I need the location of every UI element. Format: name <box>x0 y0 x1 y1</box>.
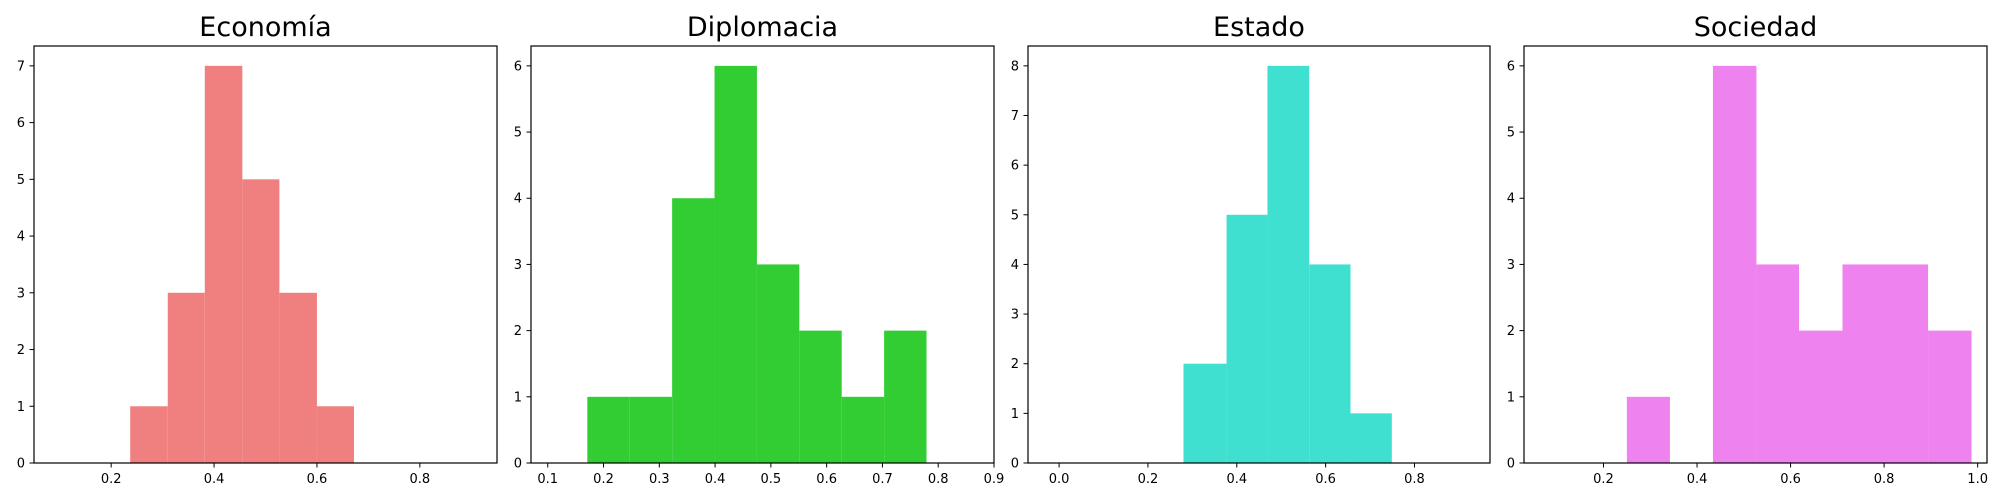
y-tick-label: 2 <box>17 343 25 358</box>
x-tick-label: 0.0 <box>1049 472 1070 487</box>
histogram-bar <box>1226 214 1268 463</box>
y-tick-label: 0 <box>1507 457 1515 472</box>
y-tick-label: 6 <box>514 59 522 74</box>
x-tick-label: 1.0 <box>1967 472 1988 487</box>
x-tick-label: 0.2 <box>1138 472 1159 487</box>
x-tick-label: 0.8 <box>1874 472 1895 487</box>
histogram-bar <box>1267 65 1310 463</box>
histogram-bar <box>242 179 280 463</box>
x-tick-label: 0.2 <box>1593 472 1614 487</box>
y-tick-label: 4 <box>514 192 522 207</box>
histogram-bar <box>1626 396 1670 463</box>
x-tick-label: 0.9 <box>984 472 1005 487</box>
histogram-bar <box>1885 264 1929 463</box>
y-tick-label: 0 <box>17 457 25 472</box>
histogram-bar <box>714 65 757 463</box>
histogram-bar <box>756 264 800 463</box>
y-tick-label: 3 <box>1011 308 1019 323</box>
y-tick-label: 7 <box>1011 109 1019 124</box>
x-tick-label: 0.7 <box>872 472 893 487</box>
histogram-bar <box>167 292 205 463</box>
y-tick-label: 2 <box>514 324 522 339</box>
histogram-bar <box>587 396 630 463</box>
x-tick-label: 0.5 <box>761 472 782 487</box>
y-tick-label: 1 <box>1507 390 1515 405</box>
histogram-panel-1: 0 1 2 3 4 5 6 7 0.2 0.4 0.6 0.8 Economía <box>17 12 498 487</box>
y-tick-label: 4 <box>1011 258 1019 273</box>
y-tick-label: 4 <box>17 230 25 245</box>
histogram-bar <box>672 198 715 463</box>
x-tick-label: 0.4 <box>705 472 726 487</box>
axes-frame <box>530 45 995 464</box>
y-tick-label: 2 <box>1011 357 1019 372</box>
x-tick-label: 0.6 <box>307 472 328 487</box>
y-tick-label: 1 <box>514 390 522 405</box>
histogram-bar <box>279 292 317 463</box>
x-tick-label: 0.8 <box>928 472 949 487</box>
histogram-bar <box>204 65 243 463</box>
y-tick-label: 3 <box>514 258 522 273</box>
axes-frame <box>33 45 498 464</box>
y-tick-label: 6 <box>1507 59 1515 74</box>
y-tick-label: 3 <box>17 286 25 301</box>
x-tick-label: 0.2 <box>101 472 122 487</box>
y-tick-label: 5 <box>1507 126 1515 141</box>
chart-title: Economía <box>199 12 331 43</box>
x-tick-label: 0.6 <box>1315 472 1336 487</box>
y-tick-label: 6 <box>17 116 25 131</box>
histogram-bar <box>884 330 927 463</box>
x-tick-label: 0.8 <box>409 472 430 487</box>
histogram-bar <box>629 396 673 463</box>
y-tick-label: 7 <box>17 59 25 74</box>
histogram-panel-4: 0 1 2 3 4 5 6 0.2 0.4 0.6 0.8 1.0 Sociedad <box>1507 12 1988 487</box>
histogram-bar <box>1712 65 1757 463</box>
y-tick-label: 0 <box>514 457 522 472</box>
histogram-bar <box>799 330 842 463</box>
y-tick-label: 5 <box>17 173 25 188</box>
histogram-bar <box>1350 413 1392 463</box>
y-tick-label: 1 <box>1011 407 1019 422</box>
x-tick-label: 0.4 <box>1226 472 1247 487</box>
x-tick-label: 0.4 <box>204 472 225 487</box>
y-tick-label: 2 <box>1507 324 1515 339</box>
x-tick-label: 0.3 <box>649 472 670 487</box>
y-tick-label: 4 <box>1507 192 1515 207</box>
x-tick-label: 0.6 <box>1780 472 1801 487</box>
histogram-bar <box>1183 363 1227 463</box>
histogram-bar <box>1798 330 1843 463</box>
chart-title: Diplomacia <box>687 12 838 43</box>
axes-frame <box>1027 45 1491 464</box>
y-tick-label: 8 <box>1011 59 1019 74</box>
histogram-bar <box>1309 264 1351 463</box>
chart-title: Estado <box>1213 12 1305 43</box>
x-tick-label: 0.8 <box>1404 472 1425 487</box>
histogram-bar <box>316 406 354 463</box>
x-tick-label: 0.2 <box>593 472 614 487</box>
y-tick-label: 6 <box>1011 159 1019 174</box>
y-tick-label: 0 <box>1011 457 1019 472</box>
histogram-panel-2: 0 1 2 3 4 5 6 0.1 0.2 0.3 0.4 0.5 0.6 0.7 0.8 0.9 Diplom… <box>514 12 1005 487</box>
x-tick-label: 0.4 <box>1687 472 1708 487</box>
histogram-bar <box>841 396 885 463</box>
y-tick-label: 3 <box>1507 258 1515 273</box>
x-tick-label: 0.1 <box>537 472 558 487</box>
histogram-bar <box>1928 330 1972 463</box>
histogram-bar <box>130 406 168 463</box>
x-tick-label: 0.6 <box>816 472 837 487</box>
histogram-panel-3: 0 1 2 3 4 5 6 7 8 0.0 0.2 0.4 0.6 0.8 Estado <box>1011 12 1491 487</box>
y-tick-label: 5 <box>1011 208 1019 223</box>
y-tick-label: 1 <box>17 400 25 415</box>
y-tick-label: 5 <box>514 126 522 141</box>
histogram-bar <box>1756 264 1799 463</box>
histogram-bar <box>1842 264 1886 463</box>
chart-title: Sociedad <box>1694 12 1817 43</box>
axes-frame <box>1523 45 1988 464</box>
